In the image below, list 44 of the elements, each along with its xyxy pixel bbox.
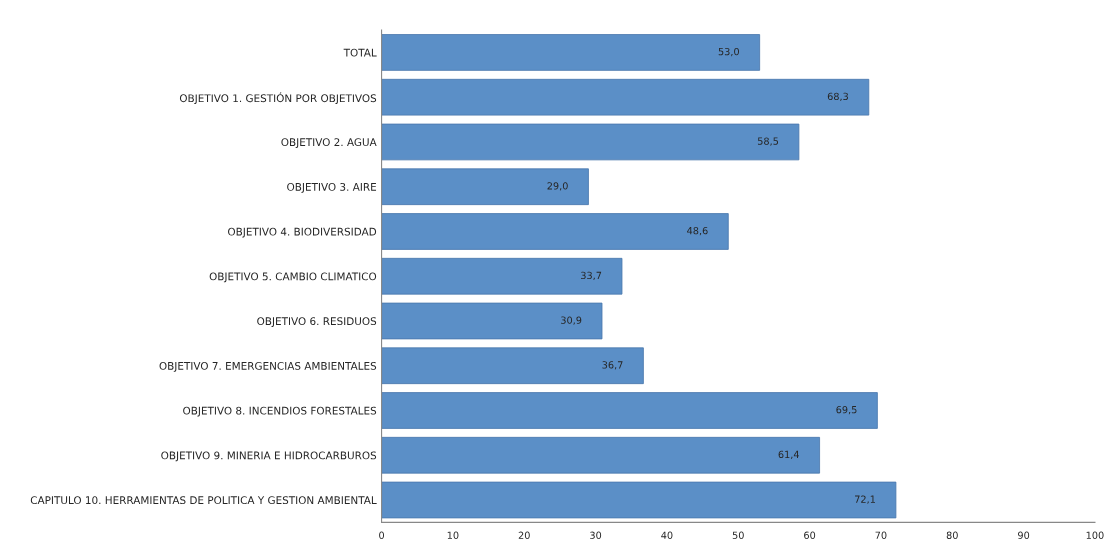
- bar: [381, 257, 623, 295]
- x-tick-label: 90: [1018, 531, 1030, 539]
- x-tick-label: 30: [590, 531, 602, 539]
- bar: [381, 347, 644, 385]
- y-tick-label: OBJETIVO 7. EMERGENCIAS AMBIENTALES: [159, 361, 377, 372]
- data-label: 58,5: [757, 137, 779, 146]
- y-tick-label: OBJETIVO 8. INCENDIOS FORESTALES: [183, 406, 377, 417]
- bar: [381, 302, 603, 340]
- y-tick-label: OBJETIVO 6. RESIDUOS: [257, 317, 377, 328]
- bar: [381, 168, 589, 206]
- y-tick-label: OBJETIVO 9. MINERIA E HIDROCARBUROS: [161, 451, 377, 462]
- data-label: 53,0: [718, 47, 739, 57]
- data-label: 68,3: [827, 92, 848, 102]
- x-tick-label: 50: [732, 531, 744, 539]
- data-label: 30,9: [561, 316, 582, 325]
- data-label: 48,6: [687, 226, 708, 236]
- data-label: 61,4: [778, 450, 800, 460]
- y-tick-label: OBJETIVO 3. AIRE: [287, 182, 377, 193]
- data-label: 72,1: [855, 495, 875, 504]
- x-tick-label: 40: [661, 531, 673, 539]
- data-label: 69,5: [836, 405, 857, 415]
- bar: [381, 436, 820, 474]
- y-tick-label: OBJETIVO 4. BIODIVERSIDAD: [228, 227, 377, 238]
- data-label: 33,7: [581, 271, 602, 281]
- x-tick-label: 70: [875, 531, 887, 539]
- bar: [381, 123, 800, 161]
- bar: [381, 213, 729, 250]
- bar: [381, 392, 878, 429]
- y-tick-label: OBJETIVO 1. GESTIÓN POR OBJETIVOS: [179, 92, 377, 105]
- bar: [381, 481, 897, 519]
- y-tick-label: OBJETIVO 5. CAMBIO CLIMATICO: [209, 272, 377, 283]
- bar: [381, 34, 761, 71]
- data-label: 36,7: [602, 361, 623, 370]
- y-tick-label: OBJETIVO 2. AGUA: [281, 138, 377, 149]
- x-tick-label: 80: [946, 531, 958, 539]
- x-tick-label: 10: [447, 531, 459, 539]
- bar: [381, 78, 870, 116]
- y-tick-label: CAPITULO 10. HERRAMIENTAS DE POLITICA Y GESTION AMBIENTAL: [30, 496, 377, 505]
- data-label: 29,0: [547, 182, 568, 191]
- x-tick-label: 0: [379, 531, 385, 539]
- y-tick-label: TOTAL: [343, 48, 377, 57]
- x-tick-label: 60: [804, 531, 816, 539]
- x-tick-label: 20: [518, 531, 530, 539]
- x-tick-label: 100: [1086, 531, 1104, 539]
